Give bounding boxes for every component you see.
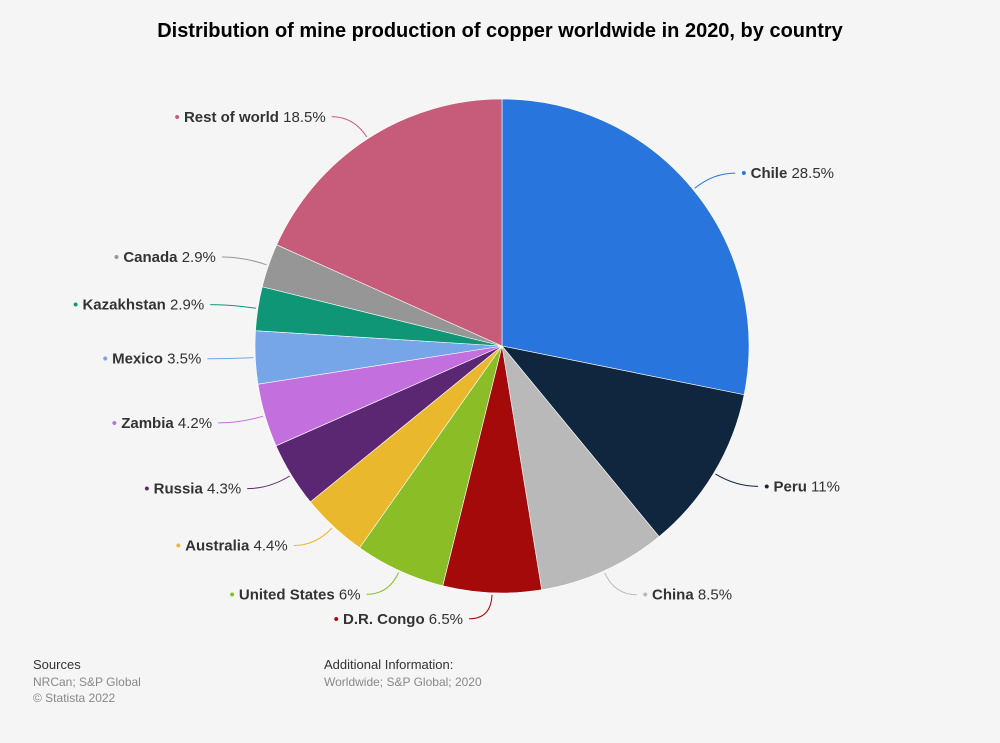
slice-label-mexico: • Mexico 3.5% — [103, 351, 202, 368]
leader-line-kazakhstan — [210, 304, 256, 309]
additional-info-heading: Additional Information: — [324, 657, 454, 672]
sources-heading: Sources — [33, 657, 81, 672]
slice-label-peru: • Peru 11% — [764, 478, 840, 495]
slice-label-united-states: • United States 6% — [229, 586, 360, 603]
leader-lines — [207, 116, 759, 620]
leader-line-canada — [221, 256, 267, 266]
copyright-text[interactable]: © Statista 2022 — [33, 691, 116, 705]
leader-line-russia — [247, 475, 290, 490]
slice-label-canada: • Canada 2.9% — [114, 249, 216, 266]
leader-line-rest-of-world — [331, 116, 368, 138]
additional-info-text: Worldwide; S&P Global; 2020 — [324, 675, 482, 689]
pie-slice-rest-of-world[interactable] — [276, 98, 503, 347]
pie-slice-chile[interactable] — [501, 98, 750, 396]
slice-label-d-r-congo: • D.R. Congo 6.5% — [334, 611, 463, 628]
chart-title: Distribution of mine production of coppe… — [157, 20, 843, 42]
pie-slice-china[interactable] — [501, 344, 660, 591]
leader-line-peru — [715, 473, 759, 487]
sources-text: NRCan; S&P Global — [33, 675, 141, 689]
slice-label-zambia: • Zambia 4.2% — [112, 415, 212, 432]
slice-label-kazakhstan: • Kazakhstan 2.9% — [73, 297, 204, 314]
leader-line-chile — [694, 172, 736, 189]
leader-line-china — [604, 572, 637, 596]
slice-label-rest-of-world: • Rest of world 18.5% — [175, 109, 326, 126]
leader-line-mexico — [207, 357, 254, 360]
pie-slices — [254, 98, 750, 594]
leader-line-united-states — [366, 572, 400, 595]
leader-line-d-r-congo — [468, 594, 493, 620]
slice-label-china: • China 8.5% — [643, 587, 732, 604]
slice-label-chile: • Chile 28.5% — [741, 165, 834, 182]
pie-slice-peru[interactable] — [501, 345, 745, 538]
slice-label-australia: • Australia 4.4% — [176, 538, 288, 555]
leader-line-australia — [293, 527, 333, 546]
slice-labels: • Chile 28.5% • Peru 11% • China 8.5% • D.R… — [73, 109, 840, 628]
slice-label-russia: • Russia 4.3% — [144, 481, 241, 498]
leader-line-zambia — [218, 415, 264, 424]
